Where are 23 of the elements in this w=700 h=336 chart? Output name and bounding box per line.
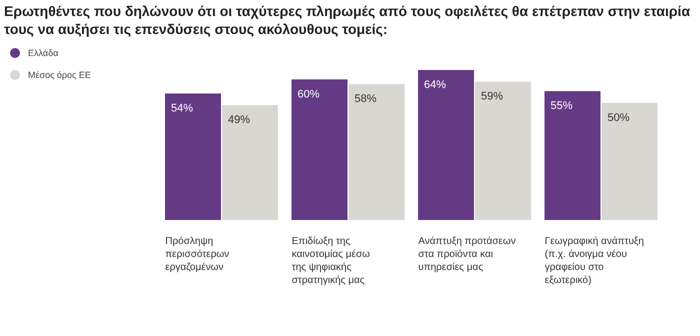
x-tick-label: Ανάπτυξη προτάσεων στα προϊόντα και υπηρεσίες μας (418, 236, 516, 273)
data-label: 50% (608, 112, 630, 124)
x-tick-label: Πρόσληψη περισσότερων εργαζομένων (165, 236, 230, 273)
legend-label: Ελλάδα (28, 48, 58, 58)
bar (292, 79, 348, 220)
bar (222, 105, 278, 220)
chart-title: Ερωτηθέντες που δηλώνουν ότι οι ταχύτερες πληρωμές από τους οφειλέτες θα επέτρεπαν στην εταιρία τους να αυξήσει τις επενδύσεις στους ακόλουθους τομείς: (4, 2, 692, 38)
data-label: 54% (171, 102, 194, 114)
data-label: 60% (298, 88, 320, 100)
bar (602, 102, 658, 220)
data-label: 59% (481, 90, 504, 103)
data-label: 49% (228, 114, 250, 126)
x-tick-label: Γεωγραφική ανάπτυξη (π.χ. άνοιγμα νέου γραφείου στο εξωτερικό) (544, 236, 644, 286)
x-tick-label: Επιδίωξη της καινοτομίας μέσω της ψηφιακής στρατηγικής μας (292, 236, 370, 286)
bar (475, 82, 531, 220)
legend-label: Μέσος όρος ΕΕ (28, 70, 91, 80)
data-label: 58% (354, 93, 377, 106)
bar (544, 91, 600, 220)
data-label: 55% (550, 100, 573, 112)
bar (348, 84, 404, 220)
bar (165, 93, 221, 220)
bar (418, 70, 474, 220)
data-label: 64% (424, 79, 446, 91)
